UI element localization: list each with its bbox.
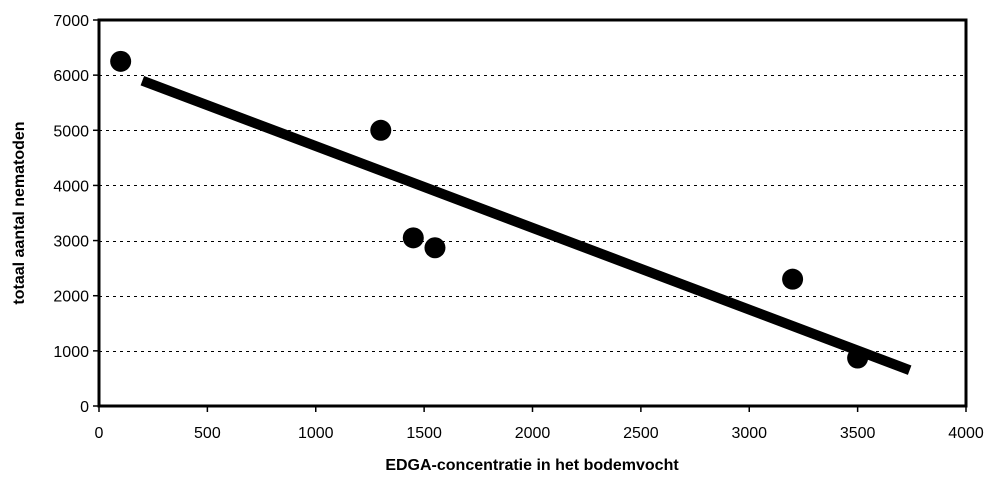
data-point-5	[847, 347, 869, 369]
data-point-2	[402, 227, 424, 249]
x-tick-label-0: 0	[95, 425, 104, 442]
x-tick-label-2: 1000	[298, 425, 334, 442]
y-tick-label-3: 3000	[53, 234, 89, 251]
data-point-4	[782, 268, 804, 290]
data-point-0	[110, 50, 132, 72]
gridlines	[99, 75, 966, 352]
y-tick-label-0: 0	[80, 399, 89, 416]
y-tick-label-5: 5000	[53, 123, 89, 140]
x-tick-labels: 0 500 1000 1500 2000 2500 3000 3500 4000	[95, 425, 984, 442]
trendline	[140, 75, 912, 375]
y-tick-label-4: 4000	[53, 178, 89, 195]
data-points	[110, 50, 869, 369]
x-tick-label-4: 2000	[515, 425, 551, 442]
y-axis-title: totaal aantal nematoden	[11, 121, 28, 304]
y-tick-label-6: 6000	[53, 68, 89, 85]
y-tick-labels: 0 1000 2000 3000 4000 5000 6000 7000	[53, 13, 89, 416]
data-point-1	[370, 119, 392, 141]
x-tick-label-1: 500	[194, 425, 221, 442]
x-tick-label-7: 3500	[840, 425, 876, 442]
x-tick-label-3: 1500	[406, 425, 442, 442]
x-axis-title: EDGA-concentratie in het bodemvocht	[385, 457, 679, 474]
data-point-3	[424, 237, 446, 259]
y-tick-label-1: 1000	[53, 344, 89, 361]
trendline-group	[140, 75, 912, 375]
y-tick-label-7: 7000	[53, 13, 89, 30]
axes	[93, 19, 967, 412]
x-tick-label-5: 2500	[623, 425, 659, 442]
y-tick-label-2: 2000	[53, 289, 89, 306]
x-tick-label-6: 3000	[731, 425, 767, 442]
x-tick-label-8: 4000	[948, 425, 984, 442]
plot-area-border	[97, 18, 968, 408]
